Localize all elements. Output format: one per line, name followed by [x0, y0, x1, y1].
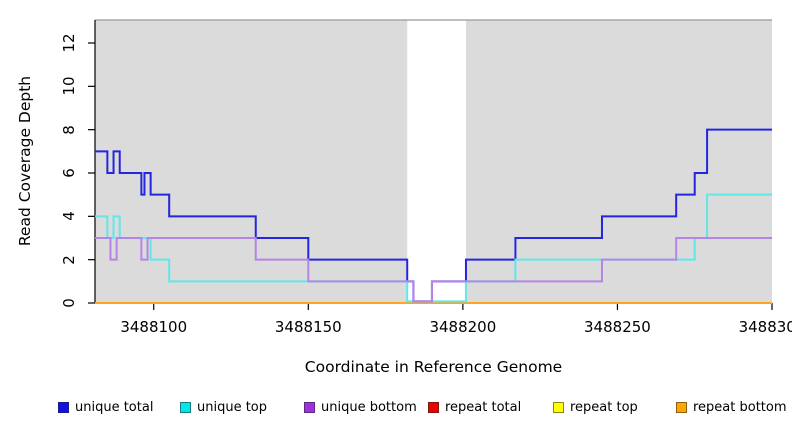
- plot-background: [465, 20, 772, 303]
- legend-swatch-icon: [58, 402, 69, 413]
- x-axis-title: Coordinate in Reference Genome: [304, 358, 563, 376]
- legend-swatch-icon: [428, 402, 439, 413]
- legend-swatch-icon: [304, 402, 315, 413]
- x-tick-label: 3488300: [738, 318, 792, 336]
- legend-label: repeat bottom: [693, 400, 787, 415]
- legend-swatch-icon: [553, 402, 564, 413]
- x-tick-label: 3488250: [584, 318, 651, 336]
- legend-label: repeat total: [445, 400, 522, 415]
- legend-swatch-icon: [676, 402, 687, 413]
- x-tick-label: 3488150: [274, 318, 342, 336]
- legend-label: unique total: [75, 400, 154, 415]
- legend-swatch-icon: [180, 402, 191, 413]
- series-line-unique-total: [95, 128, 772, 303]
- x-tick-label: 3488100: [120, 318, 188, 336]
- y-axis-title: Read Coverage Depth: [16, 75, 34, 247]
- series-line-unique-bottom: [95, 237, 772, 303]
- x-tick-label: 3488200: [429, 318, 497, 336]
- legend-label: unique bottom: [321, 400, 417, 415]
- y-tick-label: 12: [60, 33, 78, 53]
- legend-label: unique top: [197, 400, 268, 415]
- legend-label: repeat top: [570, 400, 638, 415]
- series-line-unique-top: [95, 193, 772, 303]
